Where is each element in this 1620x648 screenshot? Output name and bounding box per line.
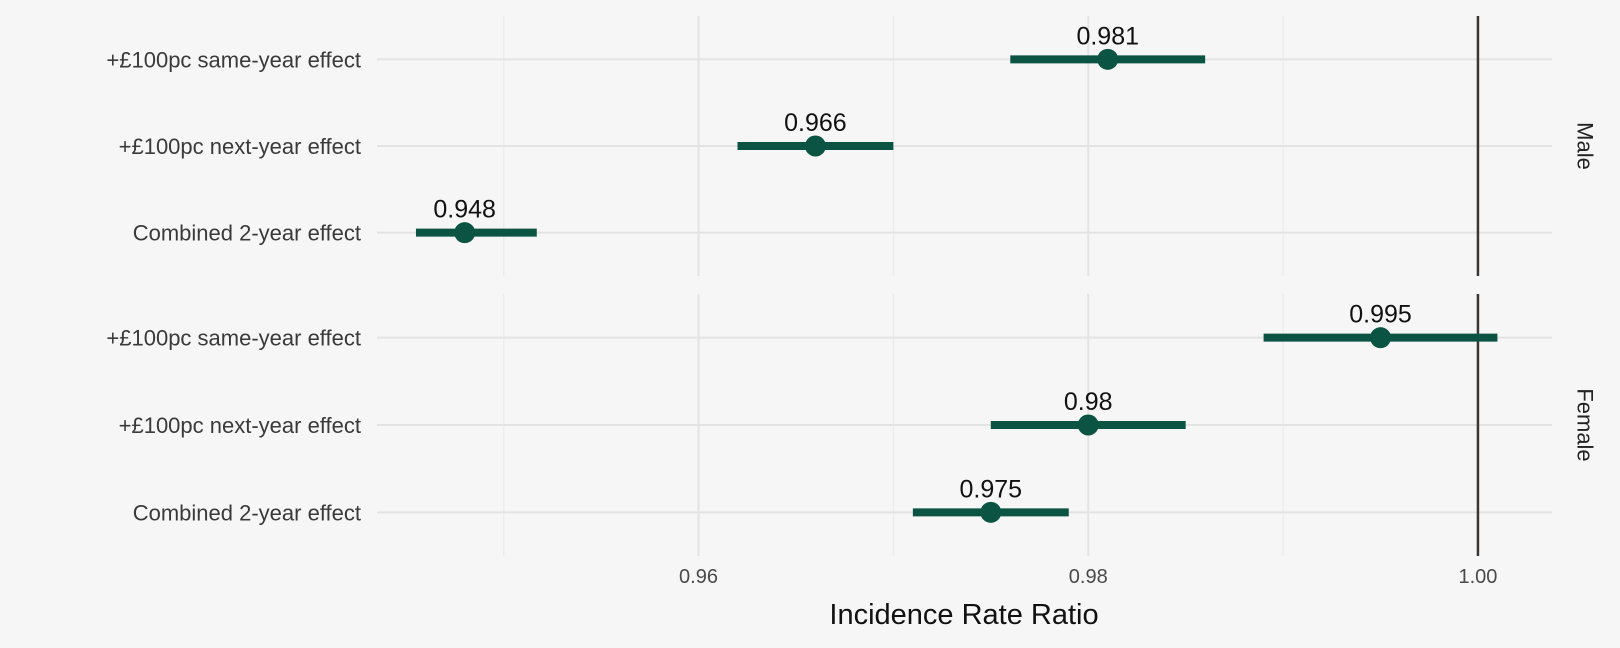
x-tick-label: 0.98	[1069, 566, 1108, 588]
value-label: 0.98	[1064, 388, 1113, 416]
category-label: +£100pc next-year effect	[119, 134, 361, 159]
value-label: 0.975	[960, 475, 1023, 503]
x-tick-label: 0.96	[679, 566, 718, 588]
category-label: Combined 2-year effect	[133, 221, 361, 246]
estimate-point	[1370, 327, 1392, 349]
estimate-point	[1097, 48, 1119, 70]
value-label: 0.981	[1076, 22, 1139, 50]
category-label: +£100pc same-year effect	[106, 47, 361, 72]
marks-layer	[415, 48, 1498, 523]
labels-layer: 0.981 +£100pc same-year effect 0.966 +£100p…	[106, 22, 1597, 588]
value-label: 0.948	[433, 196, 496, 224]
category-label: Combined 2-year effect	[133, 500, 361, 525]
category-label: +£100pc next-year effect	[119, 413, 361, 438]
panel-strip-label: Female	[1573, 388, 1598, 461]
category-label: +£100pc same-year effect	[106, 326, 361, 351]
estimate-point	[454, 222, 476, 244]
x-tick-label: 1.00	[1458, 566, 1497, 588]
estimate-point	[980, 501, 1002, 523]
estimate-point	[804, 135, 826, 157]
value-label: 0.966	[784, 109, 847, 137]
x-axis-title: Incidence Rate Ratio	[829, 599, 1098, 631]
estimate-point	[1077, 414, 1099, 436]
panel-strip-label: Male	[1573, 122, 1598, 170]
value-label: 0.995	[1349, 301, 1412, 329]
